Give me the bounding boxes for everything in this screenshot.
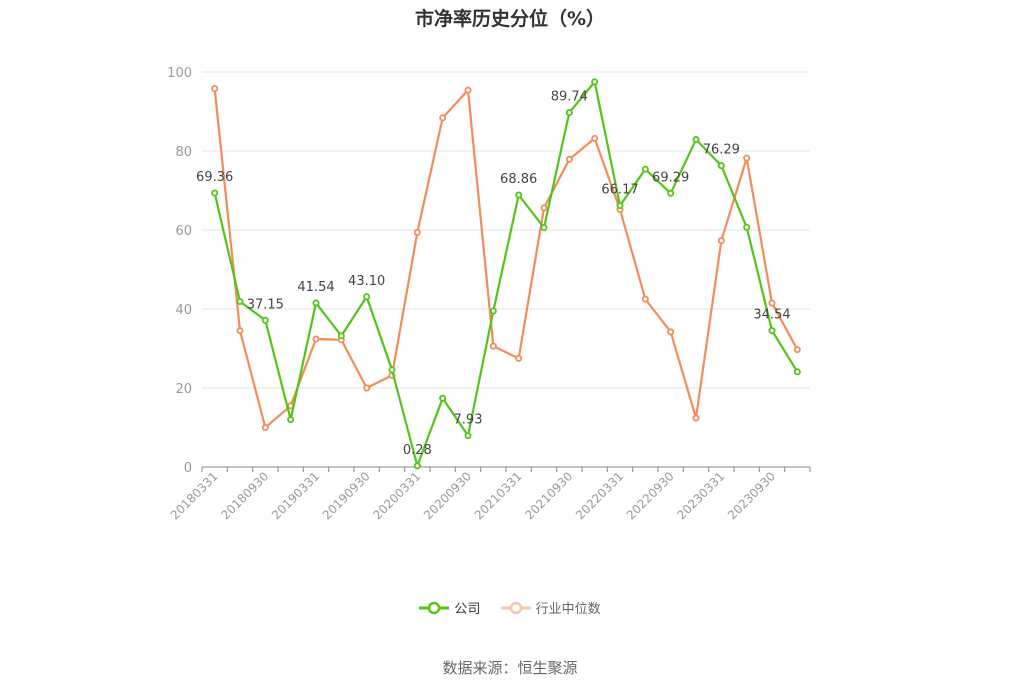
legend-item-company[interactable]: 公司 [419,598,480,617]
data-point-company [565,109,573,117]
data-label: 76.29 [703,143,740,158]
data-point-company [236,297,244,305]
y-tick-label: 20 [175,382,192,397]
data-point-company [717,162,725,170]
data-point-industry-median [591,134,599,142]
data-point-industry-median [236,327,244,335]
data-point-industry-median [413,228,421,236]
x-tick-label: 20180331 [168,469,221,522]
data-point-company [667,189,675,197]
data-point-industry-median [489,342,497,350]
data-point-company [540,224,548,232]
data-point-company [439,394,447,402]
x-tick-label: 20200930 [421,469,474,522]
data-point-industry-median [312,335,320,343]
data-label: 41.54 [297,280,334,295]
x-tick-label: 20220331 [573,469,626,522]
data-point-company [464,432,472,440]
series-group [211,78,801,470]
legend: 公司 行业中位数 [0,598,1020,619]
data-point-company [515,191,523,199]
y-tick-label: 60 [175,224,192,239]
data-point-industry-median [565,155,573,163]
data-label: 7.93 [454,413,483,428]
data-point-company [793,368,801,376]
data-label: 69.29 [652,170,689,185]
x-tick-label: 20180930 [218,469,271,522]
data-point-company [363,293,371,301]
data-point-company [287,416,295,424]
data-label: 37.15 [247,297,284,312]
data-label: 68.86 [500,172,537,187]
data-label: 34.54 [753,308,790,323]
data-point-company [641,165,649,173]
data-point-company [489,307,497,315]
data-label: 69.36 [196,170,233,185]
legend-item-industry-median[interactable]: 行业中位数 [500,598,601,617]
x-tick-label: 20230930 [725,469,778,522]
y-tick-label: 80 [175,145,192,160]
y-tick-label: 100 [167,66,192,81]
y-tick-label: 40 [175,303,192,318]
data-label: 0.28 [403,443,432,458]
data-point-industry-median [692,414,700,422]
data-point-company [388,366,396,374]
y-tick-label: 0 [184,461,192,476]
data-point-industry-median [793,346,801,354]
legend-label-industry-median: 行业中位数 [535,602,601,617]
data-point-industry-median [743,154,751,162]
grid-lines [202,71,810,389]
x-tick-label: 20220930 [624,469,677,522]
data-point-industry-median [667,328,675,336]
data-point-company [211,189,219,197]
y-axis: 0 20 40 60 80 100 [167,66,192,476]
legend-line-icon [419,601,450,614]
source-text: 数据来源：恒生聚源 [442,659,578,677]
series-line-company [213,80,799,467]
x-tick-label: 20190930 [320,469,373,522]
legend-label-company: 公司 [454,602,481,617]
x-tick-label: 20230331 [674,469,727,522]
data-point-industry-median [261,423,269,431]
series-line-industry-median [213,88,799,429]
data-point-company [616,202,624,210]
data-point-industry-median [363,384,371,392]
data-point-industry-median [211,85,219,93]
data-point-industry-median [768,299,776,307]
data-point-industry-median [439,114,447,122]
data-point-company [692,136,700,144]
data-point-company [413,462,421,470]
data-label: 66.17 [601,183,638,198]
x-tick-label: 20190331 [269,469,322,522]
data-point-company [743,223,751,231]
x-axis: 2018033120180930201903312019093020200331… [168,466,811,522]
data-point-industry-median [515,354,523,362]
data-point-industry-median [717,237,725,245]
data-point-industry-median [641,295,649,303]
x-tick-label: 20210930 [522,469,575,522]
chart-title: 市净率历史分位（%） [414,8,606,30]
data-point-company [591,78,599,86]
data-point-company [261,316,269,324]
data-label: 43.10 [348,274,385,289]
data-point-company [337,332,345,340]
data-label: 89.74 [551,90,588,105]
data-point-industry-median [540,204,548,212]
x-tick-label: 20200331 [370,469,423,522]
legend-line-icon [500,601,531,614]
x-tick-label: 20210331 [472,469,525,522]
data-labels: 69.36 37.15 41.54 43.10 0.28 7.93 68.86 89.74 66… [196,90,791,458]
data-point-company [768,327,776,335]
data-point-company [312,299,320,307]
data-point-industry-median [464,86,472,94]
